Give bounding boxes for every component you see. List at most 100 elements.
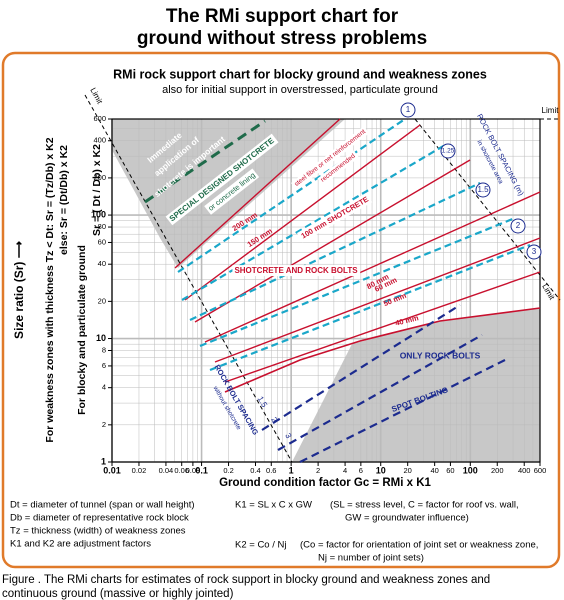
shotcrete-line: [224, 271, 541, 383]
x-tick-label: 40: [430, 466, 438, 475]
annotation: Limit: [540, 282, 557, 302]
x-tick-label: 4: [343, 466, 347, 475]
title: The RMi support chart for: [166, 6, 399, 27]
annotation: SHOTCRETE AND ROCK BOLTS: [234, 266, 358, 275]
bolt-spacing-label: 1.5: [477, 185, 489, 194]
y-tick-label: 600: [93, 114, 106, 123]
plot-border: [111, 118, 541, 463]
annotation-background: [165, 133, 279, 226]
bolt-spacing-marker: [475, 182, 491, 198]
x-tick-label: 0.01: [103, 465, 121, 475]
x-tick-label: 20: [404, 466, 412, 475]
y-tick-label: 80: [98, 222, 106, 231]
x-tick-label: 0.1: [195, 465, 208, 475]
x-tick-label: 10: [376, 465, 386, 475]
bolt-spacing-label: 2: [516, 221, 521, 230]
definition: K1 = SL x C x GW: [235, 500, 312, 511]
annotation: ONLY ROCK BOLTS: [400, 350, 481, 360]
annotation: Limit: [88, 86, 104, 106]
x-title: Ground condition factor Gc = RMi x K1: [219, 477, 431, 489]
shotcrete-line: [174, 118, 341, 269]
shotcrete-line: [224, 307, 541, 393]
y-tick-label: 6: [102, 361, 106, 370]
title: ground without stress problems: [137, 28, 427, 49]
y-tick-label: 200: [93, 173, 106, 182]
annotation: Limit: [542, 106, 560, 115]
bolt-line: [189, 182, 481, 321]
annotation: 100 mm SHOTCRETE: [299, 195, 370, 241]
zone-only-bolts: [292, 308, 540, 462]
annotation-background: [204, 168, 260, 215]
bolt-spacing-marker: [440, 143, 456, 159]
x-tick-label: 200: [491, 466, 504, 475]
x-tick-label: 400: [518, 466, 531, 475]
x-tick-label: 1: [289, 465, 294, 475]
x-tick-label: 0.06: [174, 466, 189, 475]
shotcrete-limit: [144, 119, 266, 204]
x-tick-label: 0.4: [250, 466, 260, 475]
annotation-background: [291, 126, 370, 191]
y-tick-label: 60: [98, 237, 106, 246]
bolt-spacing-label: 1: [406, 105, 411, 114]
x-tick-label: 100: [463, 465, 478, 475]
x-tick-label: 600: [534, 466, 547, 475]
definition: (SL = stress level, C = factor for roof …: [330, 500, 519, 511]
bolt-line: [181, 144, 446, 301]
shotcrete-line: [214, 237, 541, 363]
bolt-spacing-label: 2: [269, 416, 279, 425]
y-tick-label: 4: [102, 383, 106, 392]
y-tick-label: 2: [102, 420, 106, 429]
x-tick-label: 0.08: [186, 466, 201, 475]
x-tick-label: 60: [446, 466, 454, 475]
x-tick-label: 0.6: [266, 466, 276, 475]
bolt-spacing-label: 3: [532, 247, 537, 256]
shotcrete-line: [184, 124, 421, 301]
bolt-spacing-marker: [400, 102, 416, 118]
y-tick-label: 20: [98, 296, 106, 305]
y-label: else: Sr = (Dt/Db) x K2: [58, 145, 70, 255]
definition: K2 = Co / Nj: [235, 540, 286, 551]
bolt-line: [177, 118, 406, 273]
y-tick-label: 10: [96, 333, 106, 343]
definition: K1 and K2 are adjustment factors: [10, 539, 151, 550]
y-tick-label: 40: [98, 259, 106, 268]
x-tick-label: 0.2: [223, 466, 233, 475]
x-tick-label: 0.02: [132, 466, 147, 475]
shotcrete-line: [204, 191, 541, 343]
definition: Db = diameter of representative rock blo…: [10, 513, 189, 524]
annotation-background: [317, 150, 360, 186]
y-label: For blocky and particulate ground: [76, 245, 88, 415]
bolt-line: [199, 216, 516, 348]
y-title: Size ratio (Sr) ⟶: [12, 241, 26, 339]
caption: Figure . The RMi charts for estimates of…: [2, 574, 490, 586]
bolt-spacing-label: 1.25: [442, 148, 455, 155]
frame: [1, 51, 561, 569]
limit-line: [84, 94, 293, 463]
definition: Tz = thickness (width) of weakness zones: [10, 526, 186, 537]
annotation-background: [232, 265, 361, 277]
caption: continuous ground (massive or highly joi…: [2, 588, 234, 600]
definition: (Co = factor for orientation of joint se…: [300, 540, 538, 551]
chart-subtitle: also for initial support in overstressed…: [162, 84, 438, 96]
x-tick-label: 6: [359, 466, 363, 475]
bolt-line: [261, 304, 461, 431]
definition: Nj = number of joint sets): [318, 553, 424, 564]
definition: GW = groundwater influence): [345, 513, 469, 524]
y-tick-label: 8: [102, 345, 106, 354]
chart-title: RMi rock support chart for blocky ground…: [113, 67, 487, 81]
annotation: 40 mm: [394, 313, 420, 328]
y-tick-label: 100: [91, 209, 106, 219]
y-tick-label: 1: [101, 456, 106, 466]
bolt-spacing-label: 3: [283, 432, 293, 441]
bolt-spacing-marker: [526, 244, 542, 260]
x-tick-label: 2: [316, 466, 320, 475]
y-tick-label: 400: [93, 136, 106, 145]
bolt-line: [277, 334, 483, 451]
x-tick-label: 0.04: [159, 466, 174, 475]
definition: Dt = diameter of tunnel (span or wall he…: [10, 500, 195, 511]
y-label: For weakness zones with thickness Tz < D…: [44, 137, 56, 442]
bolt-spacing-marker: [510, 218, 526, 234]
annotation-background: [297, 192, 373, 243]
